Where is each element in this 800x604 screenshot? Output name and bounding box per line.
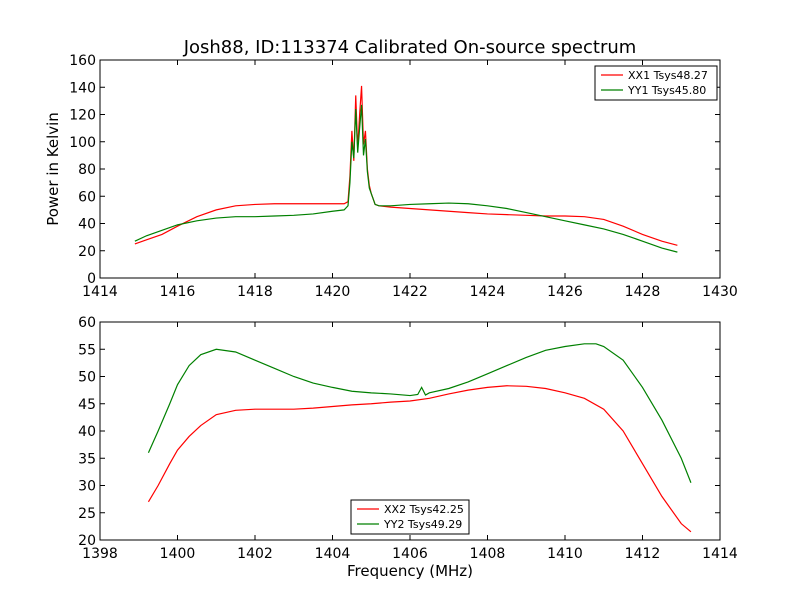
y-tick-label: 100 (69, 135, 96, 151)
y-tick-label: 160 (69, 53, 96, 69)
x-tick-label: 1408 (470, 546, 506, 562)
y-tick-label: 25 (78, 506, 96, 522)
y-tick-label: 35 (78, 451, 96, 467)
series-line-0-0 (134, 85, 678, 246)
legend-entry: YY1 Tsys45.80 (627, 84, 706, 97)
series-line-0-1 (134, 104, 678, 253)
y-tick-label: 30 (78, 479, 96, 495)
x-tick-label: 1398 (82, 546, 118, 562)
x-tick-label: 1426 (547, 284, 583, 300)
y-tick-label: 60 (78, 189, 96, 205)
series-line-1-1 (147, 343, 692, 483)
y-tick-label: 45 (78, 397, 96, 413)
x-tick-label: 1400 (160, 546, 196, 562)
y-tick-label: 80 (78, 162, 96, 178)
x-tick-label: 1430 (702, 284, 738, 300)
legend-entry: XX2 Tsys42.25 (384, 503, 464, 516)
y-tick-label: 60 (78, 315, 96, 331)
y-tick-label: 0 (87, 271, 96, 287)
bottom-spectrum-panel: Frequency (MHz) 1398 1400 1402 1404 1406 1408… (78, 315, 738, 580)
y-tick-label: 140 (69, 80, 96, 96)
legend-entry: XX1 Tsys48.27 (628, 69, 708, 82)
x-tick-label: 1428 (625, 284, 661, 300)
y-tick-label: 50 (78, 370, 96, 386)
x-tick-label: 1402 (237, 546, 273, 562)
series-line-1-0 (147, 385, 692, 533)
x-tick-label: 1418 (237, 284, 273, 300)
x-tick-label: 1412 (625, 546, 661, 562)
x-tick-label: 1414 (82, 284, 118, 300)
top-spectrum-panel: Josh88, ID:113374 Calibrated On-source s… (44, 37, 738, 300)
x-tick-label: 1424 (470, 284, 506, 300)
y-tick-label: 120 (69, 108, 96, 124)
x-tick-label: 1406 (392, 546, 428, 562)
y-tick-label: 40 (78, 217, 96, 233)
legend-box-0 (594, 65, 718, 101)
legend-entry: YY2 Tsys49.29 (383, 518, 462, 531)
legend-box-1 (350, 499, 470, 535)
y-tick-label: 20 (78, 244, 96, 260)
y-axis-label-top: Power in Kelvin (44, 112, 62, 226)
x-tick-label: 1416 (160, 284, 196, 300)
chart-title: Josh88, ID:113374 Calibrated On-source s… (183, 37, 637, 58)
x-tick-label: 1422 (392, 284, 428, 300)
x-axis-label-bottom: Frequency (MHz) (347, 562, 473, 580)
x-tick-label: 1404 (315, 546, 351, 562)
y-tick-label: 20 (78, 533, 96, 549)
x-tick-label: 1420 (315, 284, 351, 300)
x-tick-label: 1414 (702, 546, 738, 562)
y-tick-label: 55 (78, 342, 96, 358)
x-tick-label: 1410 (547, 546, 583, 562)
y-tick-label: 40 (78, 424, 96, 440)
